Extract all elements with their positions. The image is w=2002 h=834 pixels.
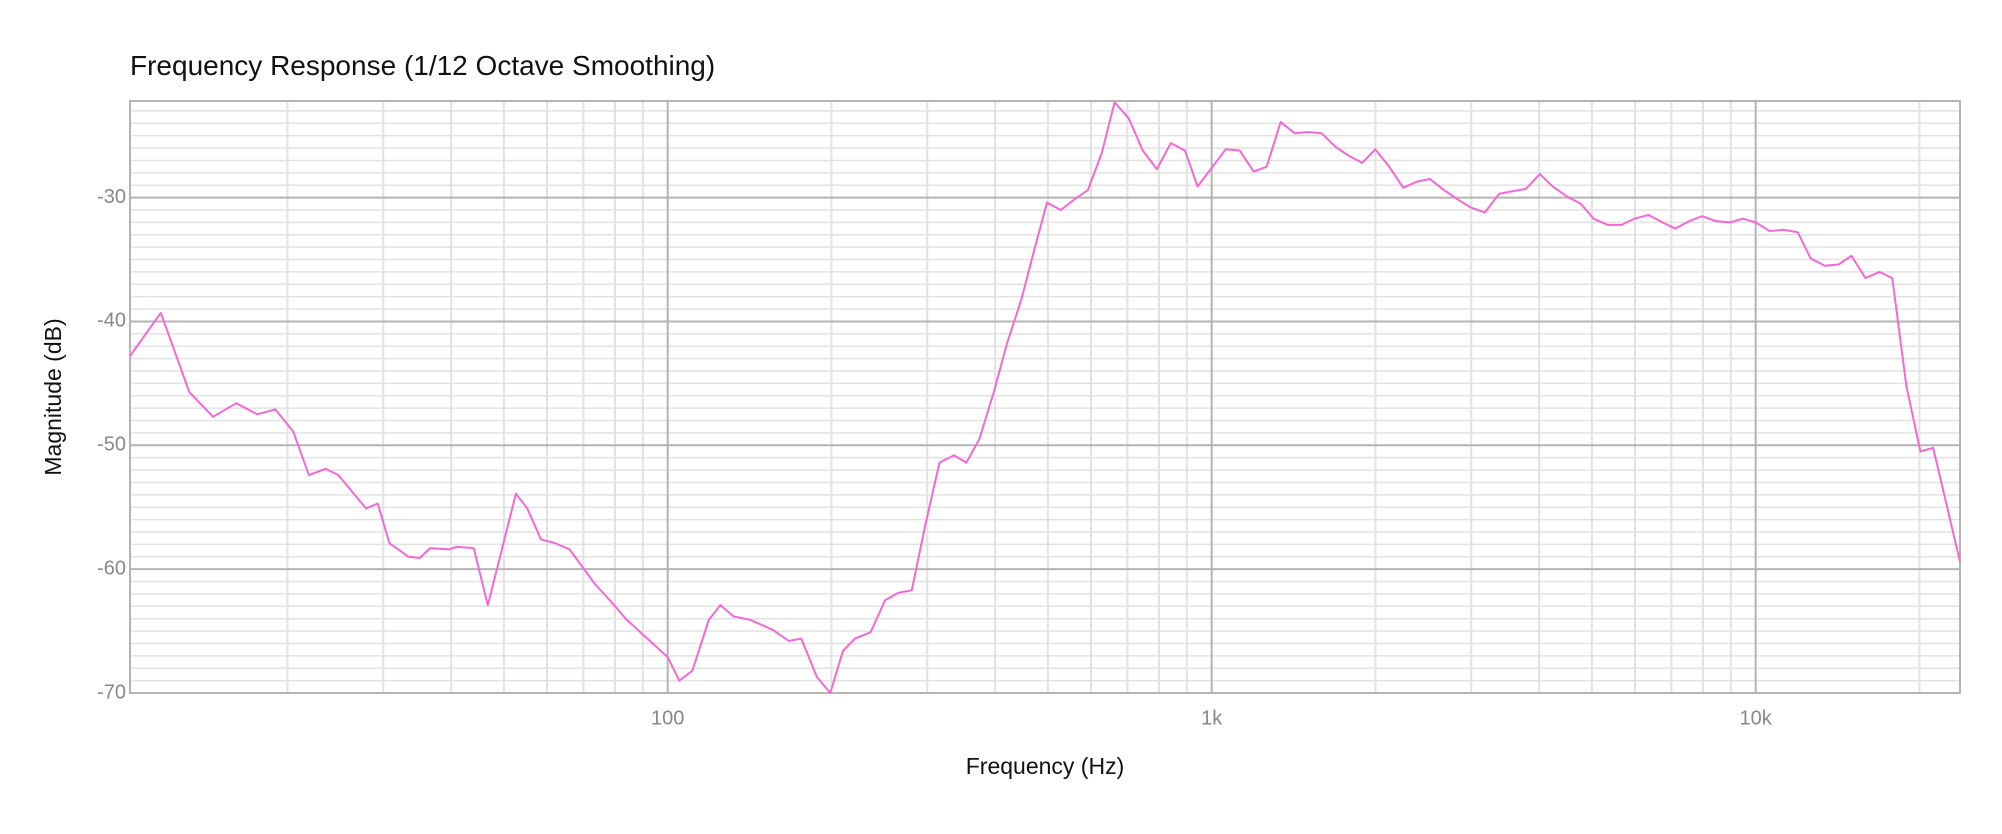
title: Frequency Response [130, 50, 396, 81]
subtitle: (1/12 Octave Smoothing) [404, 50, 715, 81]
y-tick-label: -70 [97, 681, 126, 703]
x-tick-label: 1k [1201, 707, 1223, 729]
y-tick-label: -60 [97, 557, 126, 579]
y-tick-label: -50 [97, 434, 126, 456]
x-tick-label: 100 [651, 707, 684, 729]
y-axis-label: Magnitude (dB) [40, 318, 66, 475]
data-line [129, 101, 1961, 694]
y-tick-label: -30 [97, 186, 126, 208]
x-tick-label: 10k [1740, 707, 1773, 729]
y-tick-label: -40 [97, 310, 126, 332]
x-axis-label: Frequency (Hz) [966, 753, 1124, 779]
chart-title: Frequency Response (1/12 Octave Smoothin… [130, 50, 715, 81]
plot-border [129, 100, 1961, 694]
